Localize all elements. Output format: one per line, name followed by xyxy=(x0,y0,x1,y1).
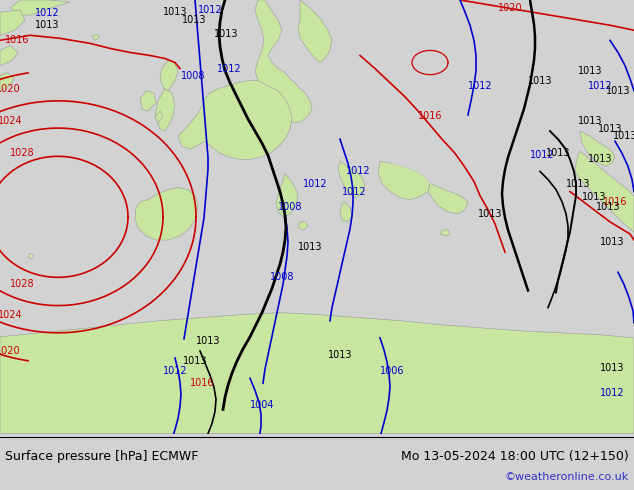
Polygon shape xyxy=(428,184,468,214)
Polygon shape xyxy=(28,253,34,259)
Polygon shape xyxy=(155,111,163,123)
Text: 1013: 1013 xyxy=(183,356,207,366)
Text: 1013: 1013 xyxy=(478,209,502,219)
Text: 1020: 1020 xyxy=(0,346,20,356)
Text: 1013: 1013 xyxy=(546,148,570,158)
Text: 1013: 1013 xyxy=(566,178,590,189)
Text: 1012: 1012 xyxy=(346,167,370,176)
Text: 1012: 1012 xyxy=(198,5,223,15)
Text: 1013: 1013 xyxy=(582,192,606,202)
Text: Mo 13-05-2024 18:00 UTC (12+150): Mo 13-05-2024 18:00 UTC (12+150) xyxy=(401,450,629,463)
Text: 1012: 1012 xyxy=(529,150,554,160)
Text: 1013: 1013 xyxy=(328,350,353,360)
Text: 1016: 1016 xyxy=(603,196,627,207)
Polygon shape xyxy=(0,313,634,434)
Text: 1024: 1024 xyxy=(0,310,22,319)
Polygon shape xyxy=(135,188,198,240)
Polygon shape xyxy=(298,222,308,230)
Polygon shape xyxy=(255,0,312,123)
Text: 1016: 1016 xyxy=(5,35,30,46)
Polygon shape xyxy=(580,131,615,167)
Polygon shape xyxy=(178,81,292,159)
Text: 1008: 1008 xyxy=(181,71,205,81)
Text: 1012: 1012 xyxy=(600,388,624,398)
Polygon shape xyxy=(390,159,432,184)
Text: 1016: 1016 xyxy=(190,378,214,388)
Text: 1006: 1006 xyxy=(380,366,404,376)
Text: 1013: 1013 xyxy=(578,116,602,126)
Text: 1004: 1004 xyxy=(250,400,275,411)
Text: 1008: 1008 xyxy=(278,202,302,212)
Text: 1008: 1008 xyxy=(269,272,294,282)
Polygon shape xyxy=(155,89,175,131)
Polygon shape xyxy=(340,202,352,222)
Text: 1012: 1012 xyxy=(588,81,612,91)
Text: 1024: 1024 xyxy=(0,116,22,126)
Polygon shape xyxy=(378,161,430,200)
Polygon shape xyxy=(140,91,156,111)
Text: 1013: 1013 xyxy=(35,20,60,30)
Polygon shape xyxy=(575,151,634,232)
Text: 1012: 1012 xyxy=(163,366,187,376)
Text: 1013: 1013 xyxy=(598,124,622,134)
Polygon shape xyxy=(440,230,450,236)
Text: 1013: 1013 xyxy=(578,66,602,75)
Text: 1013: 1013 xyxy=(182,15,206,25)
Text: 1013: 1013 xyxy=(214,29,238,39)
Text: 1013: 1013 xyxy=(596,202,620,212)
Text: 1012: 1012 xyxy=(342,187,366,196)
Text: 1012: 1012 xyxy=(302,178,327,189)
Text: 1020: 1020 xyxy=(0,84,20,94)
Text: 1012: 1012 xyxy=(468,81,493,91)
Polygon shape xyxy=(10,0,70,15)
Text: 1012: 1012 xyxy=(217,64,242,74)
Polygon shape xyxy=(0,73,14,91)
Text: 1012: 1012 xyxy=(35,8,60,18)
Text: 1013: 1013 xyxy=(527,75,552,86)
Polygon shape xyxy=(0,10,25,35)
Polygon shape xyxy=(338,161,365,197)
Text: 1020: 1020 xyxy=(498,3,522,13)
Polygon shape xyxy=(92,34,100,40)
Text: 1028: 1028 xyxy=(10,279,34,290)
Text: 1013: 1013 xyxy=(588,154,612,164)
Text: 1013: 1013 xyxy=(612,131,634,141)
Text: 1013: 1013 xyxy=(163,7,187,17)
Text: ©weatheronline.co.uk: ©weatheronline.co.uk xyxy=(505,472,629,482)
Text: 1013: 1013 xyxy=(600,237,624,247)
Text: 1016: 1016 xyxy=(418,111,443,121)
Text: 1028: 1028 xyxy=(10,148,34,158)
Polygon shape xyxy=(276,173,298,217)
Polygon shape xyxy=(298,0,332,63)
Polygon shape xyxy=(160,60,178,91)
Polygon shape xyxy=(0,46,18,66)
Polygon shape xyxy=(263,89,272,101)
Text: 1013: 1013 xyxy=(298,242,322,252)
Text: 1013: 1013 xyxy=(605,86,630,96)
Text: 1013: 1013 xyxy=(196,336,220,346)
Text: Surface pressure [hPa] ECMWF: Surface pressure [hPa] ECMWF xyxy=(5,450,198,463)
Text: 1013: 1013 xyxy=(600,363,624,373)
